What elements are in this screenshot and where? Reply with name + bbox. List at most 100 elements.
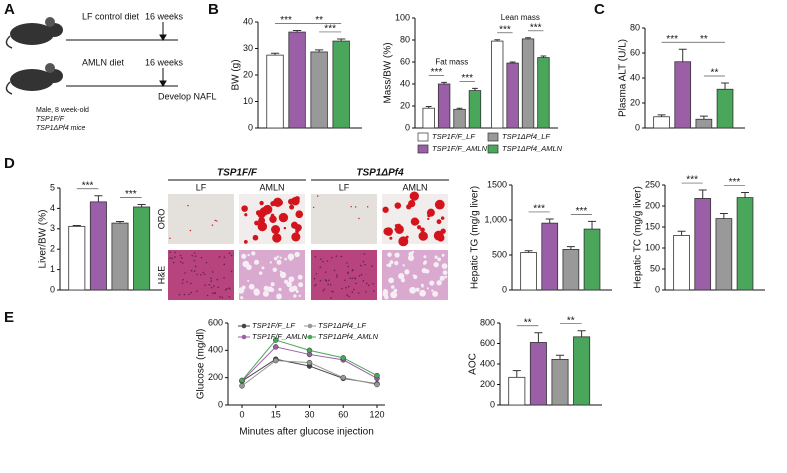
image-detail bbox=[286, 281, 293, 288]
error-bar bbox=[292, 29, 302, 33]
image-detail bbox=[225, 288, 228, 290]
diet-label: AMLN bbox=[402, 182, 427, 192]
image-detail bbox=[319, 266, 322, 269]
image-detail bbox=[442, 270, 448, 275]
significance-label: *** bbox=[686, 175, 698, 186]
bar bbox=[453, 108, 466, 129]
image-detail bbox=[194, 255, 197, 258]
image-detail bbox=[193, 252, 196, 254]
image-detail bbox=[291, 196, 300, 206]
data-point bbox=[239, 383, 245, 389]
x-tick-label: 60 bbox=[338, 409, 348, 419]
image-detail bbox=[347, 265, 350, 268]
image-detail bbox=[436, 219, 442, 225]
image-detail bbox=[365, 282, 368, 285]
image-detail bbox=[203, 273, 206, 275]
significance-label: *** bbox=[324, 24, 336, 35]
bar bbox=[89, 201, 107, 291]
y-axis-label: Hepatic TG (mg/g liver) bbox=[470, 186, 481, 289]
y-tick-label: 150 bbox=[645, 221, 660, 231]
image-detail bbox=[335, 274, 338, 276]
image-detail bbox=[415, 287, 420, 292]
image-detail bbox=[440, 216, 445, 220]
image-detail bbox=[313, 277, 316, 280]
image-detail bbox=[350, 205, 352, 208]
bar bbox=[111, 222, 129, 291]
error-bar bbox=[699, 115, 708, 120]
image-detail bbox=[181, 282, 184, 284]
significance-label: *** bbox=[666, 34, 678, 45]
significance-label: ** bbox=[567, 315, 575, 326]
image-detail bbox=[221, 296, 224, 299]
image-detail bbox=[208, 283, 211, 286]
image-background bbox=[168, 194, 234, 244]
image-detail bbox=[272, 267, 278, 273]
image-detail bbox=[319, 279, 322, 282]
image-detail bbox=[284, 257, 287, 261]
y-tick-label: 1500 bbox=[487, 179, 507, 189]
image-detail bbox=[340, 255, 343, 258]
bar bbox=[537, 57, 550, 129]
image-detail bbox=[345, 286, 347, 289]
data-point bbox=[374, 372, 380, 379]
panel-label: A bbox=[4, 1, 15, 18]
image-detail bbox=[269, 261, 272, 264]
image-detail bbox=[295, 210, 304, 219]
image-detail bbox=[247, 279, 250, 282]
image-detail bbox=[181, 257, 183, 259]
panel-label: B bbox=[208, 1, 219, 18]
image-detail bbox=[432, 290, 439, 297]
image-detail bbox=[241, 285, 246, 290]
y-tick-label: 40 bbox=[630, 72, 640, 82]
image-detail bbox=[273, 197, 283, 208]
error-bar bbox=[719, 213, 728, 219]
image-detail bbox=[325, 280, 328, 282]
group-label: Lean mass bbox=[501, 13, 540, 22]
image-detail bbox=[440, 228, 446, 234]
image-detail bbox=[261, 266, 265, 270]
image-detail bbox=[267, 286, 273, 292]
image-detail bbox=[444, 275, 448, 279]
image-detail bbox=[257, 221, 268, 232]
panel-label: C bbox=[594, 1, 605, 18]
image-detail bbox=[416, 225, 422, 230]
image-detail bbox=[223, 256, 226, 259]
y-tick-label: 100 bbox=[395, 12, 410, 22]
bar bbox=[491, 40, 504, 129]
error-bar bbox=[456, 107, 463, 110]
bar bbox=[332, 40, 350, 129]
bar bbox=[520, 252, 537, 291]
error-bar bbox=[577, 330, 586, 337]
image-detail bbox=[394, 252, 400, 258]
image-detail bbox=[324, 279, 327, 281]
significance-label: *** bbox=[431, 67, 443, 78]
bar bbox=[562, 248, 580, 291]
image-detail bbox=[278, 212, 289, 223]
data-point bbox=[273, 337, 279, 343]
bar bbox=[716, 88, 734, 129]
legend-label: TSP1F/F_AMLN bbox=[432, 144, 488, 153]
y-tick-label: 200 bbox=[645, 200, 660, 210]
image-detail bbox=[200, 256, 203, 259]
image-detail bbox=[287, 253, 295, 261]
data-point bbox=[340, 374, 346, 381]
legend-marker bbox=[241, 323, 247, 329]
bar bbox=[673, 234, 690, 291]
y-tick-label: 10 bbox=[243, 96, 253, 106]
image-detail bbox=[169, 237, 171, 240]
legend-label: TSP1ΔPf4_LF bbox=[502, 132, 550, 141]
significance-label: *** bbox=[461, 73, 473, 84]
y-tick-label: 60 bbox=[630, 47, 640, 57]
image-detail bbox=[174, 251, 177, 254]
mouse-icon bbox=[5, 63, 63, 95]
bar bbox=[508, 376, 526, 406]
image-detail bbox=[423, 255, 427, 259]
image-detail bbox=[169, 257, 171, 259]
error-bar bbox=[425, 106, 432, 109]
bar bbox=[288, 31, 306, 129]
image-detail bbox=[253, 289, 260, 296]
y-tick-label: 100 bbox=[645, 242, 660, 252]
legend-label: TSP1F/F_LF bbox=[432, 132, 475, 141]
histology-image bbox=[239, 194, 305, 244]
error-bar bbox=[524, 250, 533, 253]
